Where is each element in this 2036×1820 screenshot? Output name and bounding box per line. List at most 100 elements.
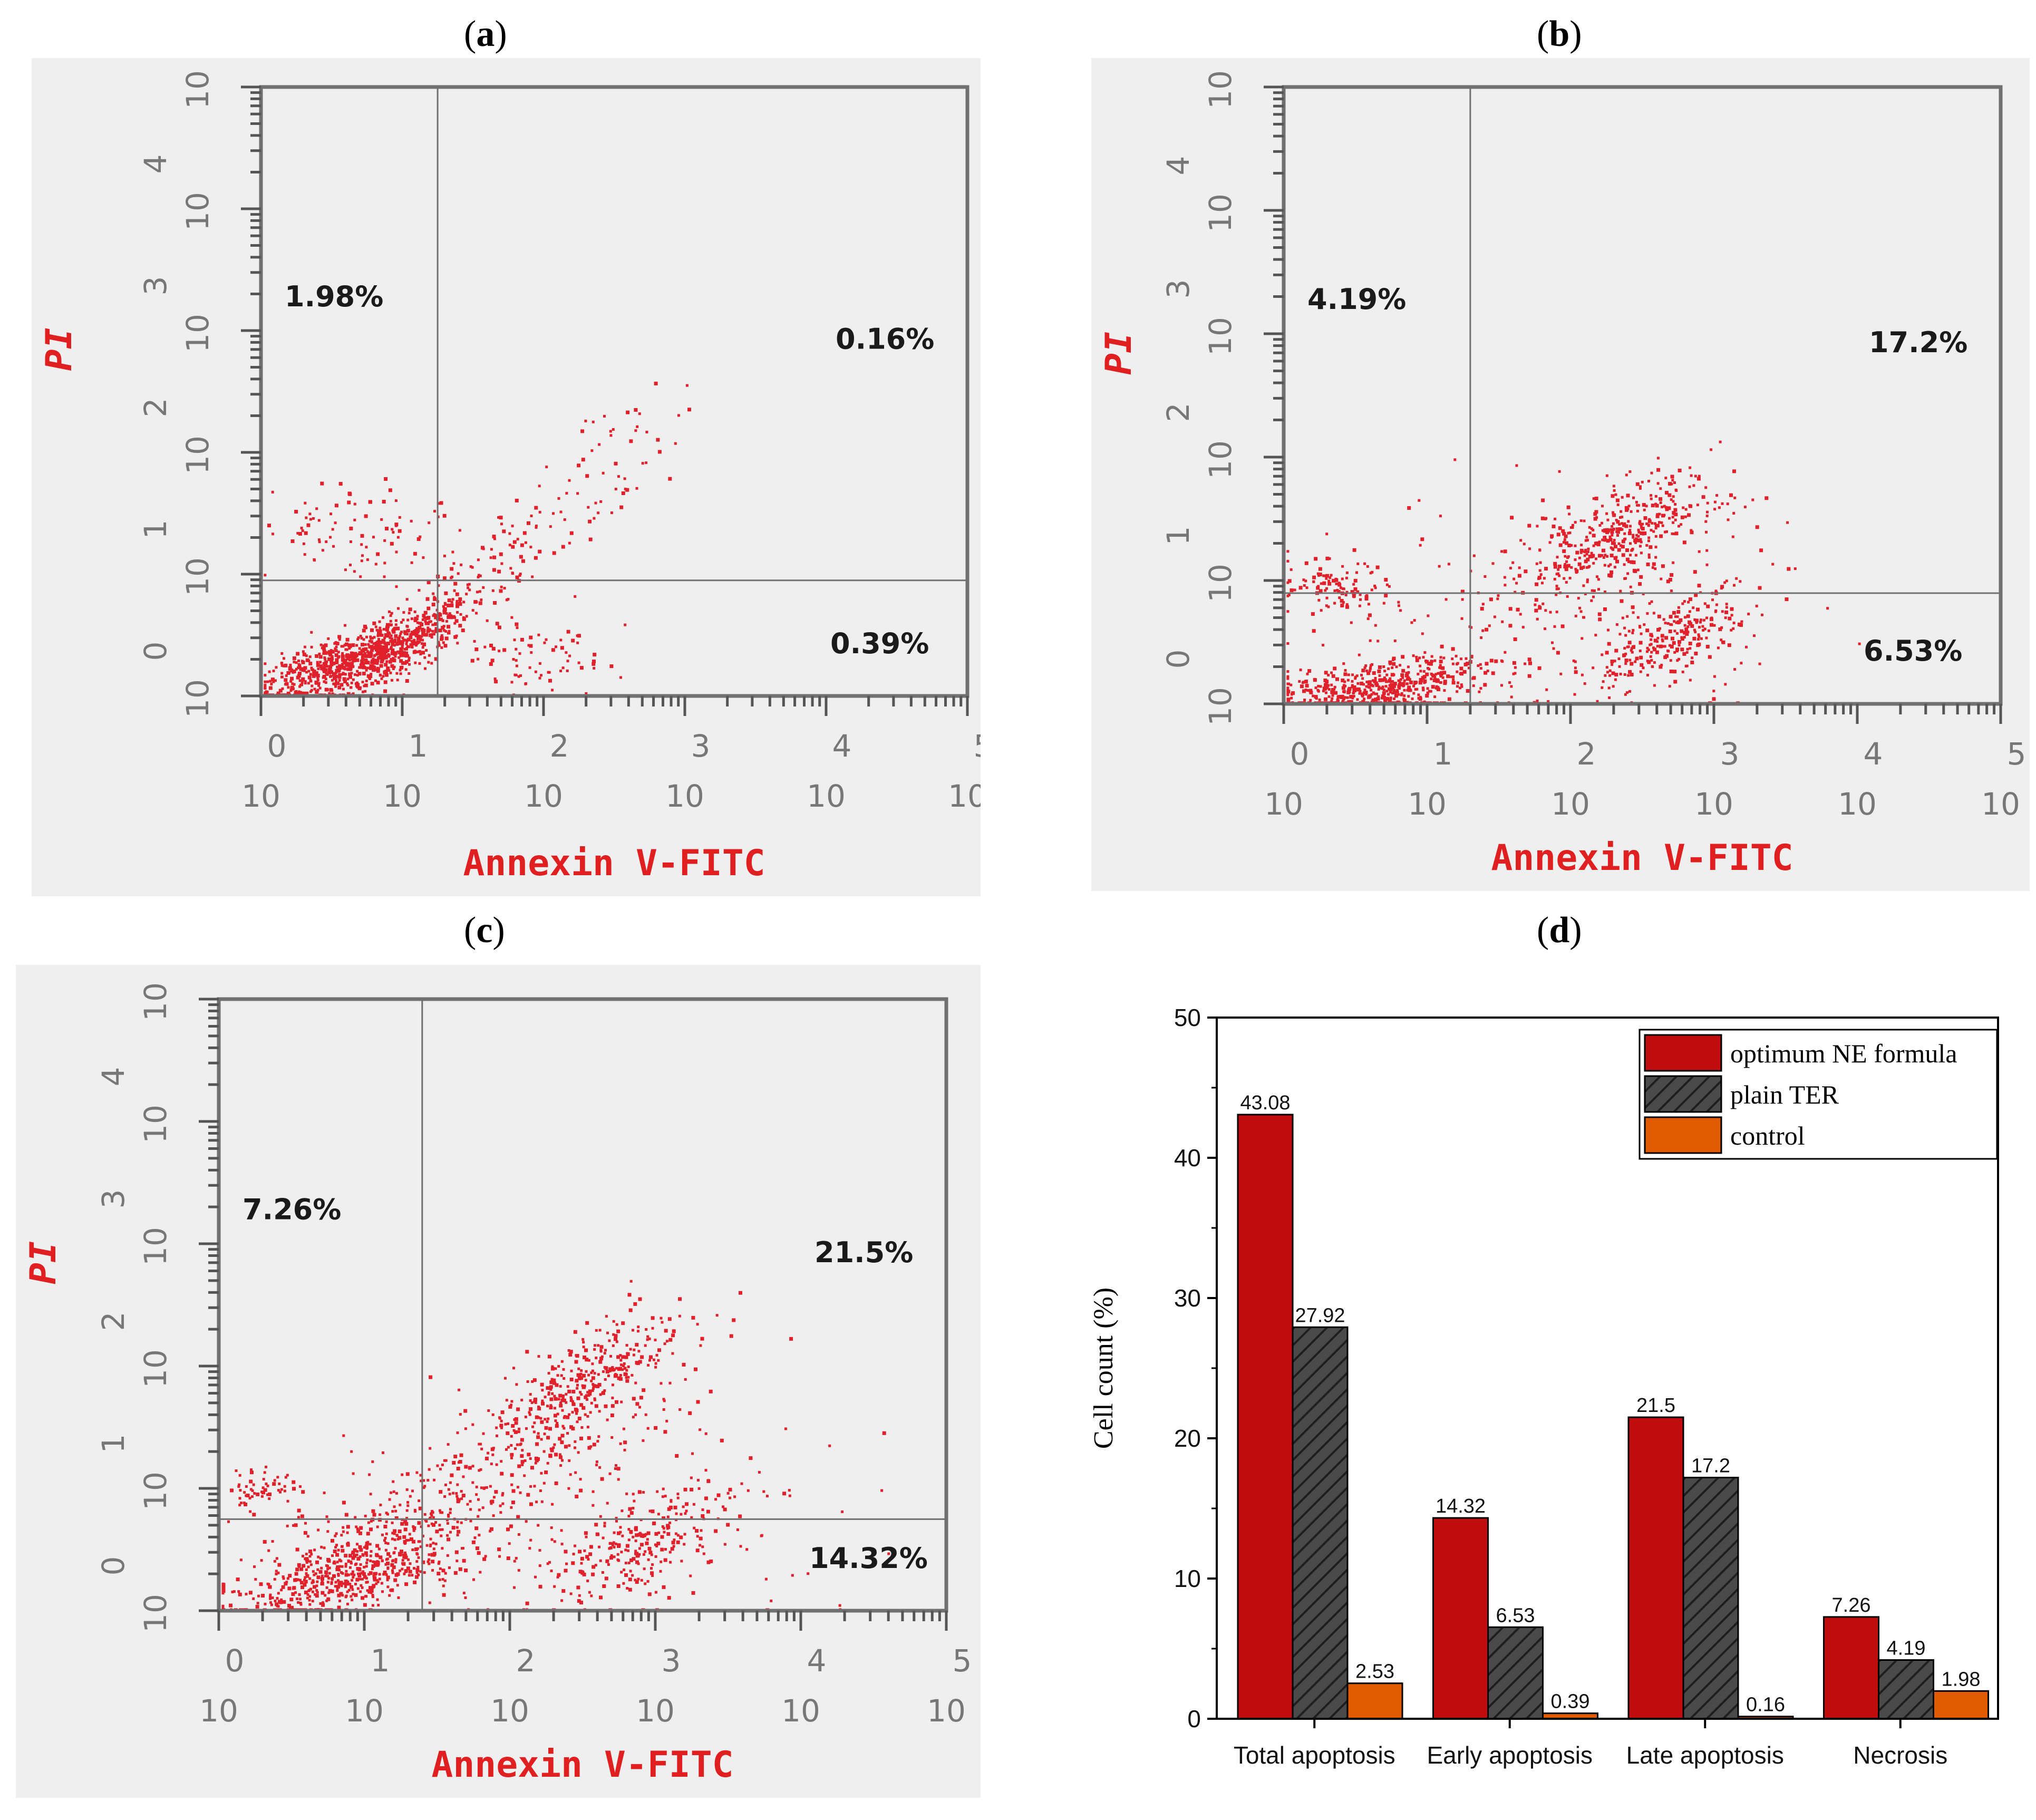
data-point <box>447 1537 451 1542</box>
data-point <box>1689 679 1692 682</box>
data-point <box>406 625 409 628</box>
data-point <box>325 540 328 543</box>
data-point <box>1596 575 1598 578</box>
data-point <box>1605 530 1610 535</box>
data-point <box>1640 526 1643 529</box>
data-point <box>447 1514 450 1516</box>
data-point <box>238 1474 241 1477</box>
data-point <box>1654 524 1657 527</box>
data-point <box>341 1572 344 1575</box>
data-point <box>303 645 306 648</box>
data-point <box>383 671 387 675</box>
data-point <box>387 669 391 672</box>
data-point <box>529 1407 533 1411</box>
data-point <box>429 633 433 637</box>
data-point <box>1611 663 1614 666</box>
data-point <box>1429 690 1432 693</box>
data-point <box>438 1524 441 1527</box>
data-point <box>1646 674 1649 676</box>
data-point <box>556 1421 559 1425</box>
data-point <box>1684 508 1688 511</box>
data-point <box>408 656 411 660</box>
data-point <box>320 1582 324 1586</box>
data-point <box>597 1533 600 1536</box>
data-point <box>1753 634 1756 637</box>
data-point <box>670 1547 674 1551</box>
data-point <box>499 1511 502 1514</box>
data-point <box>260 1495 264 1498</box>
data-point <box>305 516 308 519</box>
data-point <box>1719 440 1722 443</box>
data-point <box>1610 660 1614 664</box>
data-point <box>639 1533 643 1536</box>
data-point <box>1668 630 1672 633</box>
data-point <box>1671 636 1674 641</box>
data-point <box>500 1426 503 1429</box>
data-point <box>632 1329 634 1332</box>
data-point <box>390 1491 393 1494</box>
data-point <box>1536 617 1539 621</box>
data-point <box>333 676 336 680</box>
data-point <box>1635 534 1639 537</box>
data-point <box>349 526 353 530</box>
data-point <box>1642 666 1645 670</box>
data-point <box>399 632 402 635</box>
data-point <box>1351 684 1354 687</box>
x-tick-base: 10 <box>1551 786 1590 822</box>
data-point <box>389 636 392 640</box>
data-point <box>441 1528 444 1531</box>
data-point <box>1650 651 1653 654</box>
data-point <box>332 545 335 548</box>
data-point <box>569 1350 573 1354</box>
data-point <box>1643 516 1646 519</box>
data-point <box>1370 683 1372 686</box>
data-point <box>315 690 319 694</box>
data-point <box>414 629 418 633</box>
bar <box>1237 1114 1294 1720</box>
data-point <box>1664 506 1667 509</box>
data-point <box>1384 594 1388 598</box>
data-point <box>301 660 305 664</box>
data-point <box>1678 657 1681 661</box>
data-point <box>362 1572 366 1576</box>
data-point <box>315 1589 318 1592</box>
data-point <box>540 1420 544 1424</box>
data-point <box>481 1506 484 1509</box>
data-point <box>271 490 274 493</box>
data-point <box>393 1551 396 1554</box>
data-point <box>298 664 302 667</box>
data-point <box>1639 485 1642 488</box>
data-point <box>383 689 387 693</box>
data-point <box>1421 676 1425 680</box>
data-point <box>351 1556 355 1560</box>
data-point <box>1365 685 1368 688</box>
data-point <box>358 666 361 669</box>
data-point <box>498 1555 501 1558</box>
data-point <box>1340 599 1344 603</box>
data-point <box>479 574 482 577</box>
data-point <box>1401 669 1405 673</box>
data-point <box>363 1575 367 1579</box>
data-point <box>338 1600 341 1602</box>
data-point <box>1684 515 1687 518</box>
data-point <box>1621 545 1625 549</box>
data-point <box>1303 699 1306 702</box>
data-point <box>529 1538 532 1542</box>
data-point <box>559 510 563 514</box>
data-point <box>439 1567 442 1570</box>
data-point <box>599 500 603 503</box>
data-point <box>590 1379 593 1382</box>
data-point <box>266 690 269 693</box>
data-point <box>456 1534 459 1536</box>
data-point <box>406 1566 410 1571</box>
data-point <box>308 1603 312 1606</box>
data-point <box>1519 613 1522 616</box>
data-point <box>1389 688 1393 692</box>
data-point <box>1640 663 1644 667</box>
data-point <box>402 611 405 614</box>
data-point <box>344 1595 347 1599</box>
data-point <box>380 518 383 521</box>
data-point <box>397 1536 402 1540</box>
data-point <box>591 1376 595 1380</box>
data-point <box>473 640 476 643</box>
